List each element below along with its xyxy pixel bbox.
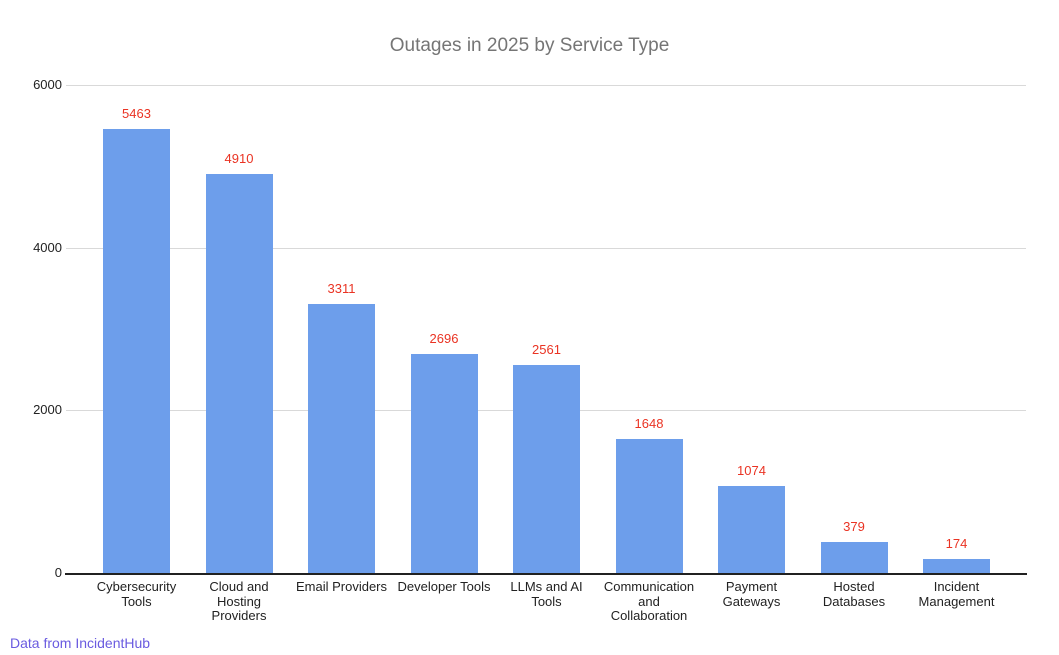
bar-value-label: 2561 bbox=[532, 341, 561, 357]
bar-value-label: 4910 bbox=[224, 150, 254, 166]
x-axis-category-label: Developer Tools bbox=[397, 579, 491, 594]
x-axis-category-label: Incident Management bbox=[918, 579, 995, 609]
bar-value-label: 379 bbox=[843, 519, 865, 535]
x-axis-baseline bbox=[65, 573, 1027, 575]
x-axis-category-label: Payment Gateways bbox=[722, 579, 781, 609]
y-axis-tick-label: 6000 bbox=[33, 77, 62, 92]
y-axis-tick-label: 2000 bbox=[33, 402, 62, 418]
chart-title: Outages in 2025 by Service Type bbox=[389, 35, 670, 56]
x-axis-category-label: Cybersecurity Tools bbox=[96, 579, 177, 609]
bar[interactable] bbox=[923, 558, 990, 573]
bar[interactable] bbox=[513, 364, 580, 573]
bar-value-label: 1648 bbox=[634, 415, 664, 431]
bar[interactable] bbox=[410, 353, 478, 573]
bar[interactable] bbox=[103, 128, 170, 573]
bar[interactable] bbox=[718, 485, 785, 573]
gridline bbox=[66, 247, 1026, 249]
bar[interactable] bbox=[205, 173, 273, 573]
data-source-note: Data from IncidentHub bbox=[10, 635, 151, 651]
bar-value-label: 2696 bbox=[429, 330, 459, 346]
bar[interactable] bbox=[820, 542, 888, 573]
bar-value-label: 1074 bbox=[737, 462, 766, 478]
bar-value-label: 3311 bbox=[327, 280, 356, 296]
x-axis-category-label: Communication and Collaboration bbox=[603, 579, 695, 623]
x-axis-category-label: LLMs and AI Tools bbox=[510, 579, 583, 609]
bar[interactable] bbox=[308, 303, 375, 573]
x-axis-category-label: Hosted Databases bbox=[822, 579, 886, 609]
y-axis-tick-label: 4000 bbox=[33, 239, 62, 255]
bar[interactable] bbox=[615, 438, 683, 573]
x-axis-category-label: Cloud and Hosting Providers bbox=[209, 579, 269, 623]
bar-value-label: 5463 bbox=[122, 105, 151, 121]
y-axis-tick-label: 0 bbox=[54, 565, 62, 580]
bar-value-label: 174 bbox=[945, 535, 968, 551]
x-axis-category-label: Email Providers bbox=[295, 579, 388, 594]
gridline bbox=[66, 85, 1026, 86]
